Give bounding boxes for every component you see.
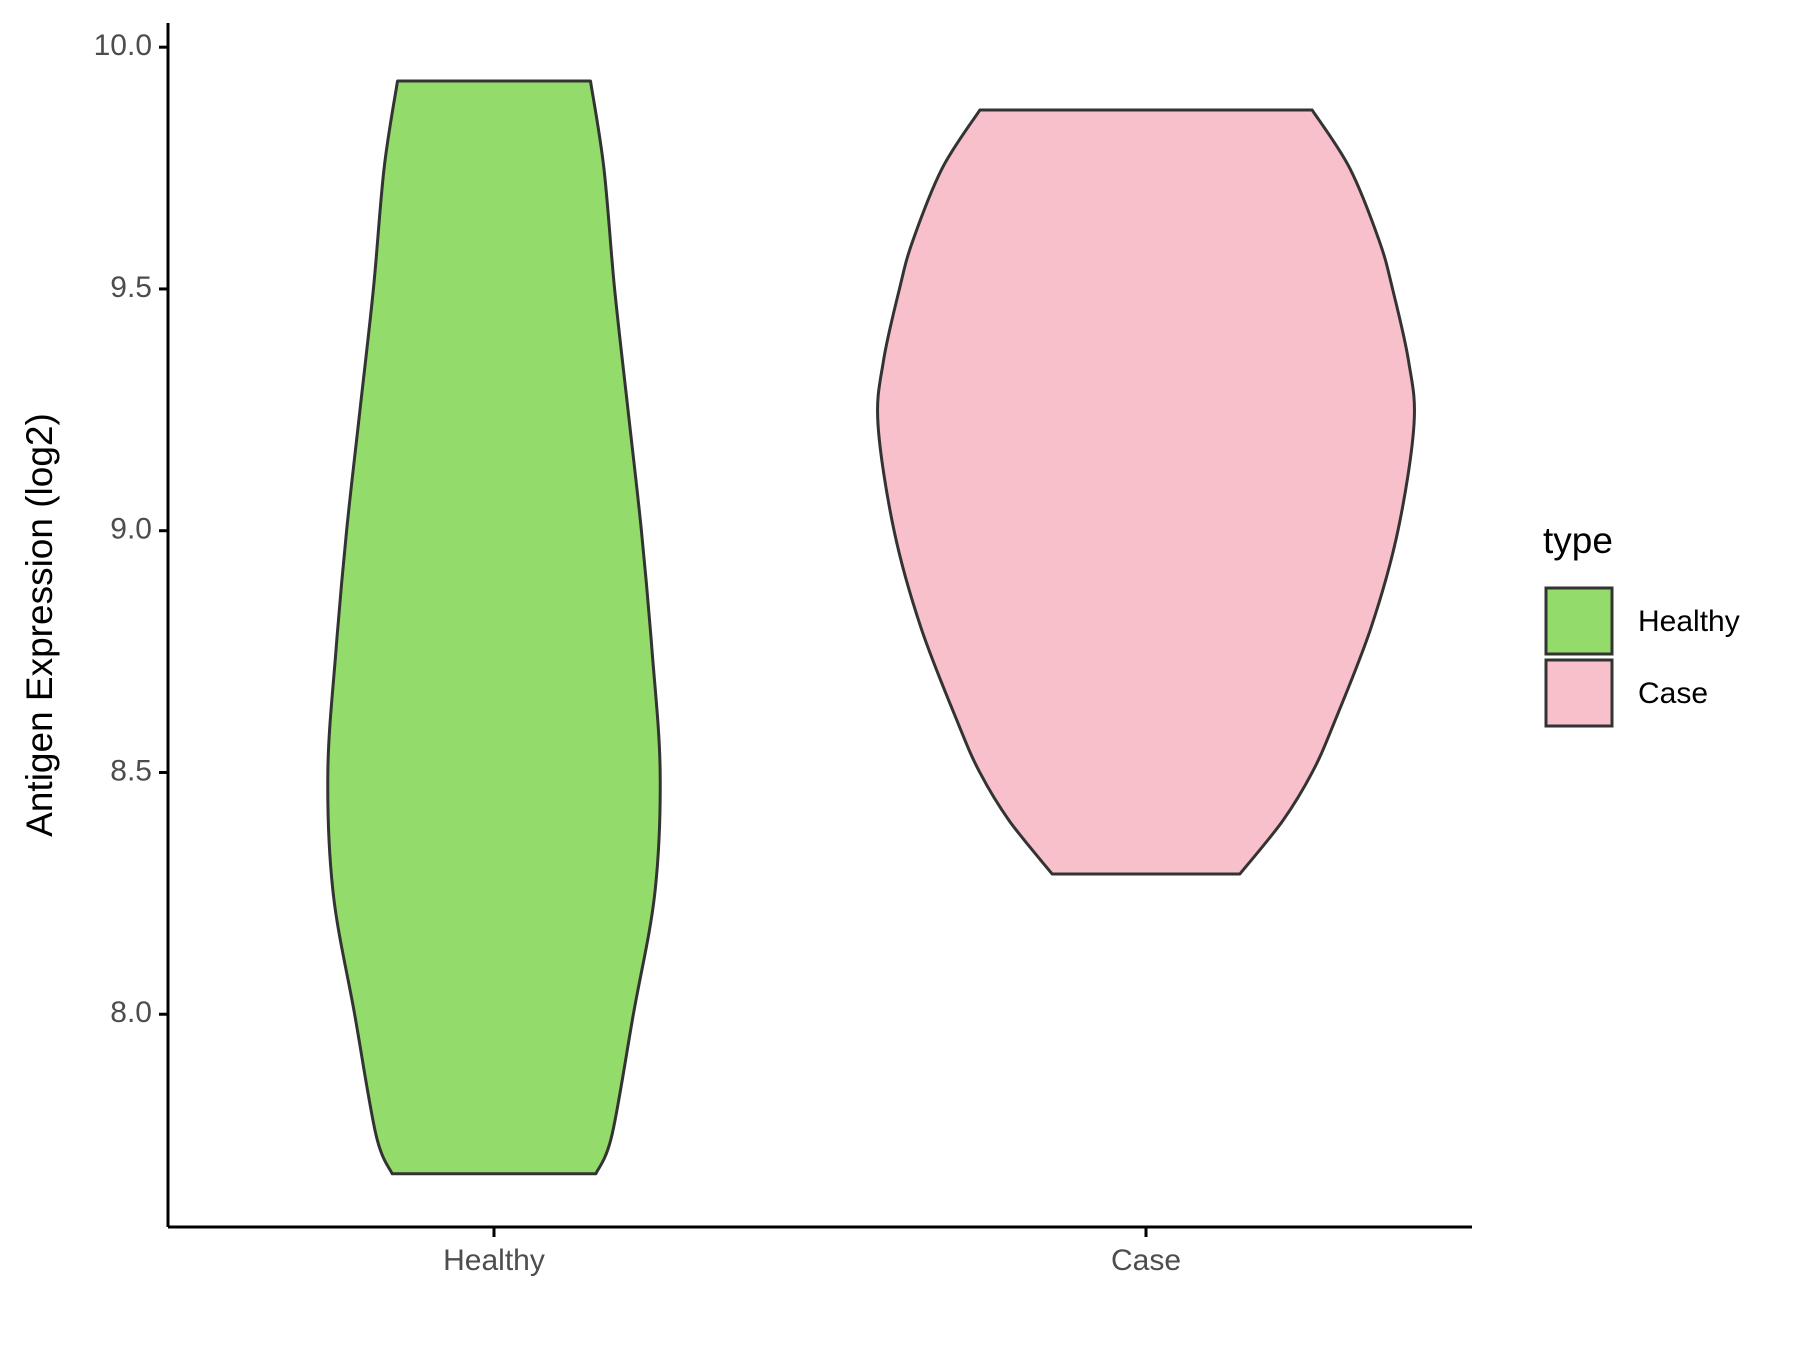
y-tick-label: 9.0: [110, 513, 152, 546]
x-tick-label: Case: [1111, 1244, 1181, 1277]
y-axis-title: Antigen Expression (log2): [19, 413, 60, 837]
y-tick-label: 10.0: [94, 29, 152, 62]
y-tick-label: 8.5: [110, 754, 152, 787]
legend-label: Case: [1638, 677, 1708, 710]
legend-title: type: [1543, 520, 1613, 561]
legend-label: Healthy: [1638, 605, 1740, 638]
x-tick-label: Healthy: [443, 1244, 545, 1277]
y-tick-label: 9.5: [110, 271, 152, 304]
y-tick-label: 8.0: [110, 996, 152, 1029]
violin: [326, 79, 662, 1176]
legend-key: [1544, 586, 1614, 656]
legend-key: [1544, 658, 1614, 728]
violin: [876, 108, 1416, 876]
